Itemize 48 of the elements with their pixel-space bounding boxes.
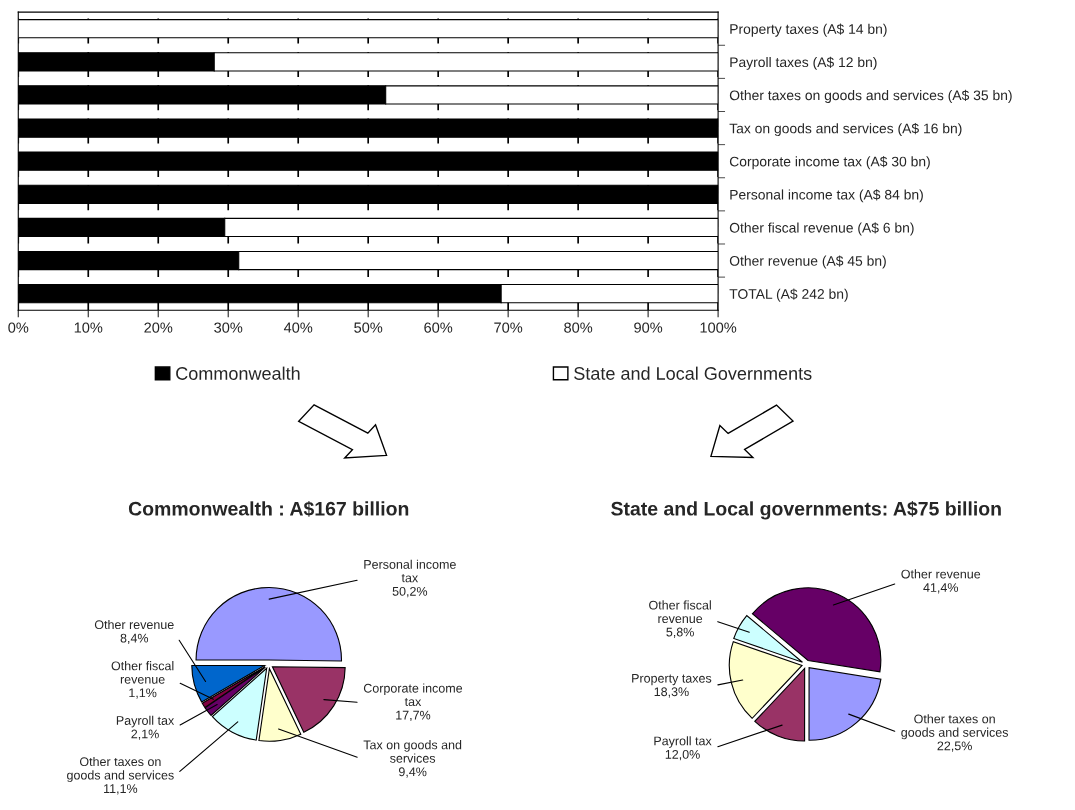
slice-label: Other fiscal revenue — [111, 661, 174, 684]
slice-label: Other revenue — [901, 569, 981, 579]
x-tick-label: 0% — [8, 322, 29, 333]
slice-label: Tax on goods and services — [363, 740, 462, 763]
data-label: 2,1% — [131, 729, 159, 740]
data-label: 12,0% — [665, 749, 700, 761]
data-label: 18,3% — [654, 687, 689, 698]
x-tick-label: 30% — [214, 322, 243, 333]
y-tick-label: Personal income tax (A$ 84 bn) — [730, 189, 923, 203]
data-label: 50,2% — [392, 586, 428, 598]
y-tick-label: Other revenue (A$ 45 bn) — [729, 255, 886, 269]
x-tick-label: 60% — [424, 322, 453, 333]
chart-title: State and Local governments: A$75 billion — [611, 500, 1001, 520]
data-label: 1,1% — [129, 688, 157, 699]
legend-label: State and Local Governments — [574, 366, 812, 380]
data-label: 11,1% — [104, 784, 138, 795]
x-tick-label: 80% — [564, 322, 593, 333]
y-tick-label: Tax on goods and services (A$ 16 bn) — [729, 122, 962, 137]
slice-label: Personal income tax — [364, 559, 456, 583]
x-tick-label: 10% — [74, 322, 103, 333]
x-tick-label: 50% — [354, 322, 383, 333]
x-tick-label: 70% — [494, 322, 523, 333]
x-tick-label: 90% — [634, 322, 663, 333]
data-label: 8,4% — [120, 633, 149, 645]
slice-label: Payroll tax — [116, 715, 175, 728]
chart-title: Commonwealth : A$167 billion — [128, 500, 409, 517]
slice-label: Corporate income tax — [363, 683, 463, 707]
x-tick-label: 20% — [144, 322, 173, 333]
slice-label: Other fiscal revenue — [649, 600, 711, 624]
y-tick-label: Corporate income tax (A$ 30 bn) — [729, 156, 930, 170]
y-tick-label: Other fiscal revenue (A$ 6 bn) — [729, 222, 914, 236]
data-label: 17,7% — [396, 710, 431, 722]
y-tick-label: Other taxes on goods and services (A$ 35 bn) — [729, 89, 1012, 103]
data-label: 41,4% — [923, 583, 959, 594]
data-label: 22,5% — [937, 741, 972, 752]
data-label: 5,8% — [666, 627, 694, 638]
x-tick-label: 40% — [283, 322, 313, 333]
slice-label: Payroll tax — [654, 736, 712, 748]
y-tick-label: TOTAL (A$ 242 bn) — [729, 288, 848, 302]
slice-label: Other taxes on goods and services — [67, 756, 174, 783]
slice-label: Other revenue — [94, 619, 174, 630]
data-label: 9,4% — [398, 767, 427, 778]
slice-label: Other taxes on goods and services — [901, 714, 1009, 740]
x-tick-label: 100% — [700, 322, 737, 333]
slice-label: Property taxes — [632, 673, 712, 686]
y-tick-label: Payroll taxes (A$ 12 bn) — [730, 56, 877, 70]
legend-label: Commonwealth — [176, 366, 300, 380]
y-tick-label: Property taxes (A$ 14 bn) — [730, 23, 887, 37]
